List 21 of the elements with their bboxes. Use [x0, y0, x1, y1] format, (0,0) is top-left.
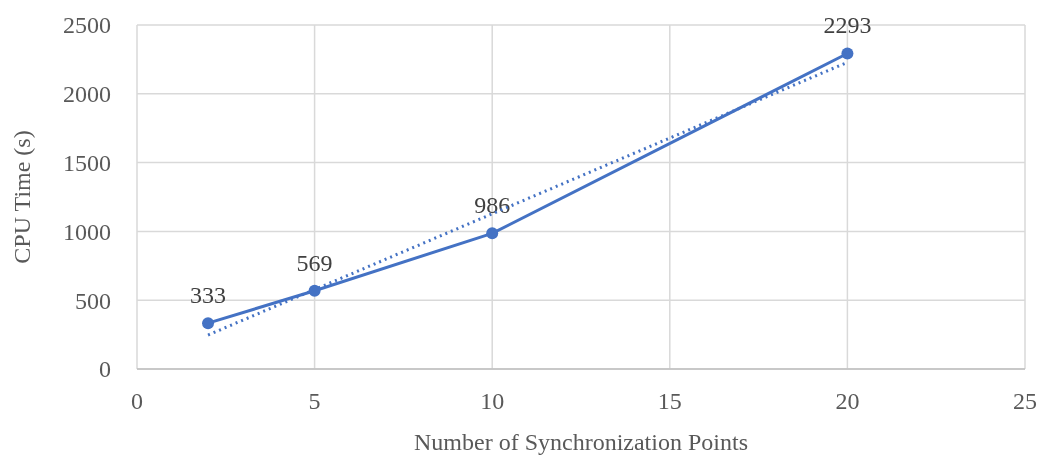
y-tick-label: 1000 [63, 218, 111, 245]
y-tick-label: 1500 [63, 150, 111, 176]
y-tick-label: 2000 [63, 81, 111, 108]
data-label: 986 [474, 192, 511, 219]
data-label: 2293 [823, 12, 872, 39]
x-tick-label: 20 [835, 388, 860, 414]
y-tick-label: 500 [75, 287, 111, 314]
y-tick-label: 0 [99, 356, 111, 383]
data-label: 333 [190, 282, 227, 309]
x-tick-label: 25 [1013, 388, 1037, 414]
point [841, 47, 854, 60]
point [202, 317, 215, 330]
x-tick-label: 15 [657, 388, 682, 414]
x-tick-label: 5 [308, 388, 321, 414]
x-axis-title: Number of Synchronization Points [414, 429, 748, 455]
point [486, 227, 499, 240]
x-tick-label: 0 [131, 388, 143, 414]
y-axis-title: CPU Time (s) [9, 130, 35, 264]
y-tick-label: 2500 [63, 12, 111, 39]
x-tick-label: 10 [480, 388, 505, 414]
data-label: 569 [296, 249, 333, 276]
